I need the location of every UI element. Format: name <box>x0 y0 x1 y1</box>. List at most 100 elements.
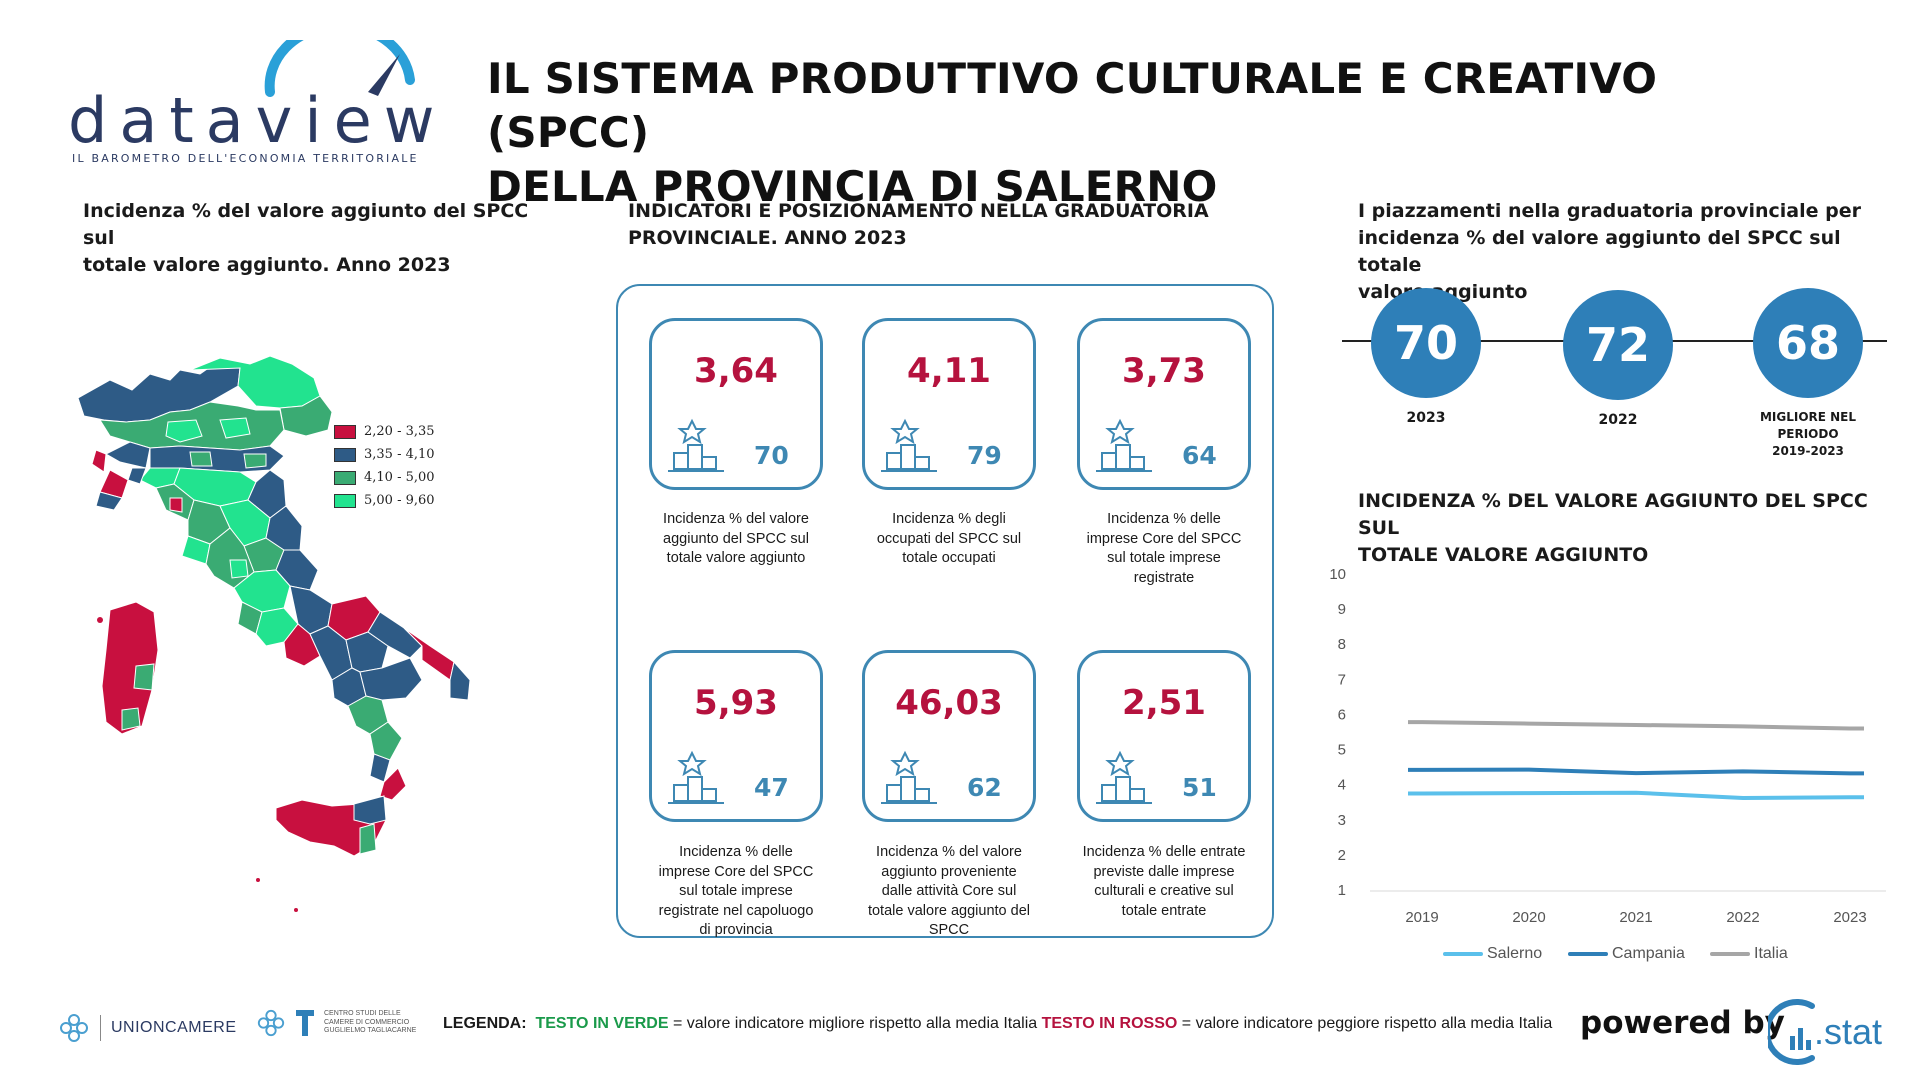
indicator-description-line: Incidenza % delle entrate <box>1082 844 1246 860</box>
cstat-c-icon <box>1768 999 1815 1065</box>
legend-label: 4,10 - 5,00 <box>364 470 435 485</box>
map-title-line1: Incidenza % del valore aggiunto del SPCC… <box>83 200 529 249</box>
podium-icon <box>881 418 937 472</box>
legend-line-italia <box>1710 952 1750 956</box>
indicator-description-line: totale valore aggiunto del <box>867 902 1031 919</box>
indicator-description: Incidenza % degli occupati del SPCC sul to… <box>857 510 1041 569</box>
indicator-description-line: Incidenza % del valore <box>663 511 809 527</box>
tagliacarne-line3: GUGLIELMO TAGLIACARNE <box>324 1027 417 1035</box>
chart-title-line2: TOTALE VALORE AGGIUNTO <box>1358 544 1649 566</box>
indicator-description-line: imprese Core del SPCC <box>658 863 814 880</box>
chart-legend-item: Italia <box>1710 945 1788 963</box>
indicators-title-line1: INDICATORI E POSIZIONAMENTO NELLA GRADUA… <box>628 200 1209 222</box>
legend-note-red: TESTO IN ROSSO <box>1041 1015 1178 1032</box>
placement-label-best: MIGLIORE NEL PERIODO 2019-2023 <box>1738 409 1878 460</box>
indicator-description: Incidenza % del valore aggiunto provenien… <box>857 843 1041 941</box>
unioncamere-label: UNIONCAMERE <box>111 1019 237 1036</box>
indicator-value: 5,93 <box>694 683 778 723</box>
indicator-description: Incidenza % del valore aggiunto del SPCC … <box>644 510 828 569</box>
placement-label-2022: 2022 <box>1598 412 1638 428</box>
indicator-description-line: imprese Core del SPCC <box>1086 530 1242 547</box>
chart-title-line1: INCIDENZA % DEL VALORE AGGIUNTO DEL SPCC… <box>1358 490 1868 539</box>
indicator-description-line: totale occupati <box>902 550 996 566</box>
indicator-description-line: SPCC <box>928 922 970 938</box>
legend-swatch <box>334 470 356 485</box>
indicator-value: 46,03 <box>895 683 1003 723</box>
indicator-description-line: sul totale imprese <box>1107 550 1221 566</box>
italy-choropleth-map <box>77 355 471 912</box>
chart-legend-item: Campania <box>1568 945 1685 963</box>
indicator-rank: 64 <box>1182 441 1217 470</box>
logo-wordmark: dataview <box>68 84 447 157</box>
legend-line-salerno <box>1443 952 1483 956</box>
indicator-description-line: aggiunto proveniente <box>881 863 1017 880</box>
tagliacarne-label: CENTRO STUDI DELLE CAMERE DI COMMERCIO G… <box>324 1010 416 1036</box>
legend-swatch <box>334 447 356 462</box>
x-tick-label: 2020 <box>1512 909 1545 926</box>
tagliacarne-logo: CENTRO STUDI DELLE CAMERE DI COMMERCIO G… <box>256 1008 416 1038</box>
placement-label-best-line3: 2019-2023 <box>1772 444 1844 458</box>
indicator-rank: 47 <box>754 773 789 802</box>
indicators-section-title: INDICATORI E POSIZIONAMENTO NELLA GRADUA… <box>628 198 1268 252</box>
indicator-value: 4,11 <box>907 351 991 391</box>
indicator-value: 2,51 <box>1122 683 1206 723</box>
placement-circle-2023: 70 <box>1371 288 1481 398</box>
indicator-rank: 51 <box>1182 773 1217 802</box>
x-tick-label: 2022 <box>1726 909 1759 926</box>
indicator-description-line: Incidenza % del valore <box>876 844 1022 860</box>
gauge-arc-icon <box>264 40 415 97</box>
legend-label-salerno: Salerno <box>1487 945 1543 962</box>
legend-item: 5,00 - 9,60 <box>334 493 435 508</box>
placement-label-best-line2: PERIODO <box>1777 427 1839 441</box>
tagliacarne-line1: CENTRO STUDI DELLE <box>324 1010 401 1018</box>
podium-icon <box>1096 418 1152 472</box>
indicator-description-line: Incidenza % delle <box>679 844 793 860</box>
legend-swatch <box>334 493 356 508</box>
indicator-rank: 70 <box>754 441 789 470</box>
legend-label-campania: Campania <box>1612 945 1685 962</box>
line-chart: 1 2 3 4 5 6 7 8 9 10 2019 2020 2021 2022 2023 <box>1330 566 1886 926</box>
unioncamere-emblem-icon <box>60 1014 88 1042</box>
legend-note-green-desc: = valore indicatore migliore rispetto al… <box>672 1015 1038 1032</box>
series-line-italia <box>1408 720 1864 731</box>
y-tick-label: 2 <box>1338 847 1346 864</box>
y-tick-label: 1 <box>1338 882 1346 899</box>
map-title-line2: totale valore aggiunto. Anno 2023 <box>83 254 451 276</box>
y-tick-label: 7 <box>1338 671 1346 688</box>
series-line-campania <box>1408 767 1864 776</box>
legend-swatch <box>334 424 356 439</box>
tagliacarne-emblem-icon <box>257 1009 285 1037</box>
podium-icon <box>881 750 937 804</box>
indicator-card: 3,64 70 <box>649 318 823 490</box>
dataview-logo: dataview IL BAROMETRO DELL'ECONOMIA TERR… <box>62 40 442 170</box>
unioncamere-logo: UNIONCAMERE <box>58 1012 237 1044</box>
placements-title-line1: I piazzamenti nella graduatoria provinci… <box>1358 200 1861 222</box>
indicator-description-line: di provincia <box>699 922 773 938</box>
legend-label: 5,00 - 9,60 <box>364 493 435 508</box>
y-tick-label: 3 <box>1338 812 1346 829</box>
indicator-description-line: registrate <box>1133 569 1195 586</box>
legend-label: 2,20 - 3,35 <box>364 424 435 439</box>
legend-note-label: LEGENDA: <box>443 1015 527 1032</box>
legend-label: 3,35 - 4,10 <box>364 447 435 462</box>
powered-by-label: powered by <box>1580 1005 1785 1041</box>
indicator-card: 2,51 51 <box>1077 650 1251 822</box>
indicator-description-line: culturali e creative sul <box>1094 883 1234 899</box>
map-section-title: Incidenza % del valore aggiunto del SPCC… <box>83 198 563 279</box>
indicators-title-line2: PROVINCIALE. ANNO 2023 <box>628 227 907 249</box>
page-title: IL SISTEMA PRODUTTIVO CULTURALE E CREATI… <box>487 52 1787 214</box>
indicator-description-line: sul totale imprese <box>679 883 793 899</box>
placement-label-2023: 2023 <box>1406 410 1446 426</box>
tagliacarne-t-icon <box>296 1010 314 1036</box>
indicator-rank: 62 <box>967 773 1002 802</box>
cstat-text: .stat <box>1814 1011 1882 1052</box>
podium-icon <box>668 418 724 472</box>
y-tick-label: 9 <box>1338 601 1346 618</box>
indicator-card: 5,93 47 <box>649 650 823 822</box>
indicator-description-line: Incidenza % degli <box>892 511 1006 527</box>
indicator-rank: 79 <box>967 441 1002 470</box>
indicator-description-line: Incidenza % delle <box>1107 511 1221 527</box>
x-tick-label: 2021 <box>1619 909 1652 926</box>
chart-title: INCIDENZA % DEL VALORE AGGIUNTO DEL SPCC… <box>1358 488 1898 569</box>
indicator-description-line: totale entrate <box>1121 902 1207 919</box>
